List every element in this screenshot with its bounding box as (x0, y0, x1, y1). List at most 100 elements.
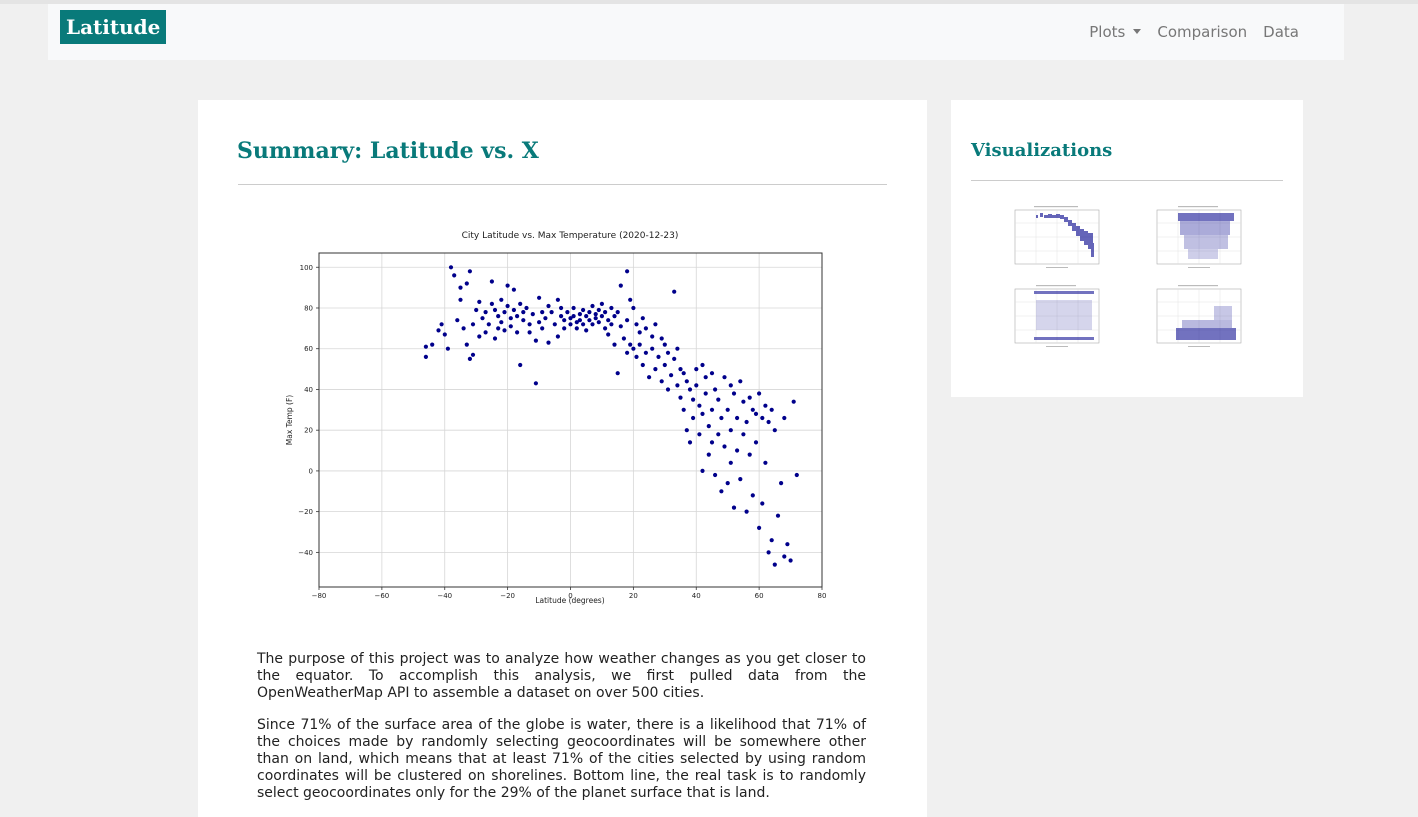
data-point (587, 318, 592, 323)
data-point (675, 383, 680, 388)
data-point (581, 307, 586, 313)
data-point (757, 391, 762, 396)
thumbnail-max-temp[interactable] (1006, 203, 1104, 271)
y-tick-label: 20 (304, 427, 313, 435)
data-point (615, 310, 620, 315)
data-point (533, 381, 538, 386)
data-point (779, 481, 784, 486)
thumbnail-cloudiness[interactable] (1006, 282, 1104, 350)
data-point (744, 419, 749, 425)
data-point (537, 320, 542, 325)
data-point (700, 411, 705, 416)
data-point (735, 448, 740, 453)
top-border (0, 0, 1418, 4)
data-point (713, 387, 718, 392)
data-point (691, 397, 696, 402)
data-point (511, 287, 516, 292)
nav-plots-dropdown[interactable]: Plots (1089, 23, 1142, 41)
data-point (540, 326, 545, 331)
data-point (467, 269, 472, 274)
x-tick-label: 20 (629, 592, 638, 600)
data-point (502, 328, 507, 333)
data-point (562, 318, 567, 323)
data-point (757, 525, 762, 530)
data-point (753, 411, 759, 416)
data-point (716, 397, 721, 402)
nav-data-link[interactable]: Data (1263, 23, 1299, 41)
data-point (731, 391, 737, 396)
data-point (640, 316, 645, 321)
data-point (505, 303, 510, 309)
data-point (546, 340, 551, 345)
y-tick-label: −40 (298, 549, 313, 557)
methodology-paragraph: Since 71% of the surface area of the glo… (257, 717, 866, 801)
data-point (593, 316, 598, 321)
x-tick-label: 60 (755, 592, 764, 600)
data-point (653, 322, 658, 327)
nav-comparison-link[interactable]: Comparison (1157, 23, 1248, 41)
data-point (577, 318, 582, 323)
data-point (728, 428, 733, 433)
data-point (486, 322, 491, 327)
data-point (662, 362, 667, 368)
data-point (603, 310, 608, 315)
data-point (738, 379, 743, 384)
data-point (719, 489, 724, 494)
data-point (527, 322, 532, 327)
data-point (612, 342, 617, 347)
data-point (744, 509, 749, 514)
data-point (700, 468, 705, 473)
data-point (524, 305, 529, 311)
data-point (716, 432, 721, 437)
x-tick-label: −60 (374, 592, 389, 600)
data-point (552, 322, 557, 327)
data-point (590, 322, 595, 327)
thumbnail-humidity[interactable] (1148, 203, 1246, 271)
data-point (722, 375, 727, 380)
data-point (603, 326, 608, 331)
data-point (687, 387, 693, 392)
data-point (741, 399, 746, 404)
data-point (527, 330, 532, 335)
data-point (738, 477, 743, 482)
data-point (665, 350, 671, 355)
data-point (606, 332, 611, 337)
sidebar-title: Visualizations (971, 140, 1113, 161)
page-title: Summary: Latitude vs. X (237, 138, 539, 164)
data-point (703, 391, 708, 396)
data-point (615, 371, 620, 376)
data-point (590, 303, 595, 309)
y-tick-label: 100 (300, 264, 313, 272)
data-point (464, 281, 469, 286)
x-tick-label: 0 (568, 592, 572, 600)
thumbnail-wind-speed[interactable] (1148, 282, 1246, 350)
data-point (706, 424, 711, 429)
data-point (672, 289, 677, 294)
data-point (769, 407, 774, 412)
data-point (436, 328, 441, 333)
data-point (687, 440, 693, 445)
intro-paragraph: The purpose of this project was to analy… (257, 651, 866, 701)
data-point (502, 310, 507, 315)
data-point (785, 542, 790, 547)
data-point (565, 310, 570, 315)
data-point (703, 375, 708, 380)
data-point (731, 505, 737, 510)
brand-logo[interactable]: Latitude (60, 10, 167, 44)
data-point (574, 320, 579, 325)
chart-title: City Latitude vs. Max Temperature (2020-… (462, 231, 679, 241)
data-point (725, 407, 730, 412)
data-point (518, 301, 523, 306)
sidebar-divider (971, 180, 1283, 181)
data-point (678, 367, 683, 372)
data-point (555, 334, 560, 339)
y-tick-label: 0 (309, 467, 313, 475)
data-point (631, 305, 636, 311)
data-point (722, 444, 727, 449)
data-point (499, 297, 504, 302)
data-point (684, 428, 689, 433)
x-tick-label: −80 (312, 592, 327, 600)
data-point (713, 472, 718, 478)
data-point (628, 297, 633, 302)
data-point (508, 316, 513, 321)
